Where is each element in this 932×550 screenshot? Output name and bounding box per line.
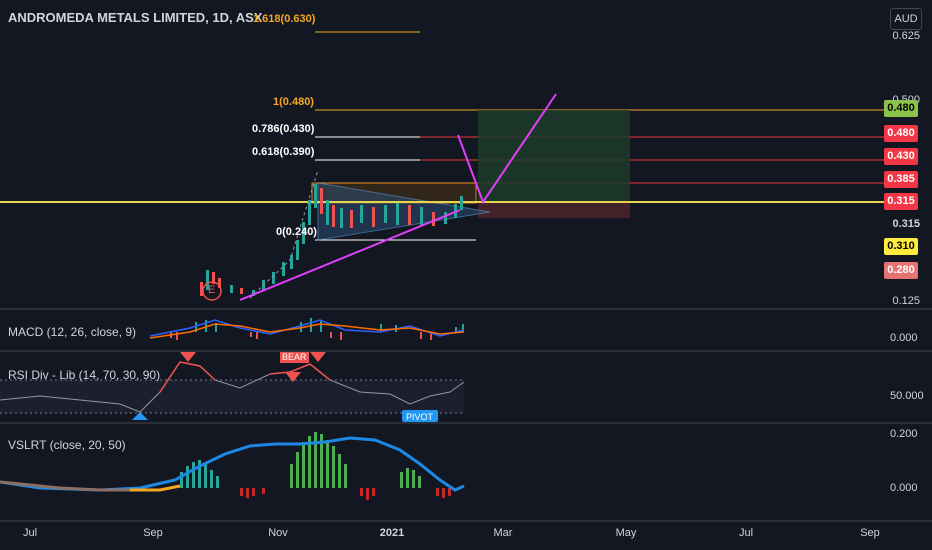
- macd-pane[interactable]: MACD (12, 26, close, 9) 0.000: [0, 310, 918, 350]
- price-tick: 0.625: [892, 30, 920, 42]
- vslrt-pane[interactable]: VSLRT (close, 20, 50) 0.200 0.000: [0, 424, 918, 522]
- vslrt-title: VSLRT (close, 20, 50): [8, 438, 126, 452]
- macd-canvas: [149, 318, 465, 340]
- main-chart-canvas: [0, 31, 884, 301]
- rsi-title: RSI Div - Lib (14, 70, 30, 90): [8, 368, 161, 382]
- price-tick: 0.315: [892, 218, 920, 230]
- price-tag-line: 0.310: [884, 238, 918, 255]
- macd-axis-value: 0.000: [890, 332, 918, 344]
- vslrt-axis-top: 0.200: [890, 428, 918, 440]
- time-tick: May: [615, 527, 637, 539]
- time-tick: Sep: [143, 527, 163, 539]
- time-axis[interactable]: Jul Sep Nov 2021 Mar May Jul Sep: [0, 522, 884, 550]
- pane-separator[interactable]: [0, 308, 932, 310]
- pane-separator[interactable]: [0, 520, 932, 522]
- event-marker[interactable]: E: [208, 284, 216, 296]
- main-chart-pane[interactable]: E ANDROMEDA METALS LIMITED, 1D, ASX 1.61…: [0, 0, 884, 308]
- price-tag-box-top: 0.385: [884, 171, 918, 188]
- rsi-pivot-badge: PIVOT: [406, 413, 434, 422]
- time-tick: Nov: [268, 527, 288, 539]
- time-tick: Sep: [860, 527, 880, 539]
- currency-button[interactable]: AUD: [890, 8, 922, 30]
- fib-level-0786: 0.786(0.430): [252, 123, 315, 135]
- time-tick: 2021: [379, 527, 405, 539]
- rsi-bear-badge: BEAR: [280, 352, 309, 363]
- price-tag-fib-0786: 0.430: [884, 148, 918, 165]
- time-tick: Jul: [738, 527, 754, 539]
- price-tick: 0.125: [892, 295, 920, 307]
- time-tick: Mar: [493, 527, 513, 539]
- price-tag-stop: 0.280: [884, 262, 918, 279]
- pane-separator[interactable]: [0, 422, 932, 424]
- fib-level-1: 1(0.480): [273, 96, 314, 108]
- fib-level-1618: 1.618(0.630): [253, 13, 316, 25]
- vslrt-axis-bottom: 0.000: [890, 482, 918, 494]
- price-tag-fib-1: 0.480: [884, 125, 918, 142]
- fib-level-0: 0(0.240): [276, 226, 317, 238]
- symbol-title: ANDROMEDA METALS LIMITED, 1D, ASX: [8, 10, 263, 25]
- rsi-canvas: [0, 352, 465, 422]
- rsi-pane[interactable]: BEAR PIVOT RSI Div - Lib (14, 70, 30, 90…: [0, 352, 924, 422]
- macd-title: MACD (12, 26, close, 9): [8, 325, 137, 339]
- vslrt-canvas: [0, 432, 465, 500]
- price-tag-target: 0.480: [884, 100, 918, 117]
- fib-level-0618: 0.618(0.390): [252, 146, 315, 158]
- time-tick: Jul: [22, 527, 38, 539]
- pane-separator[interactable]: [0, 350, 932, 352]
- price-tag-current: 0.315: [884, 193, 918, 210]
- rsi-axis-value: 50.000: [890, 390, 924, 402]
